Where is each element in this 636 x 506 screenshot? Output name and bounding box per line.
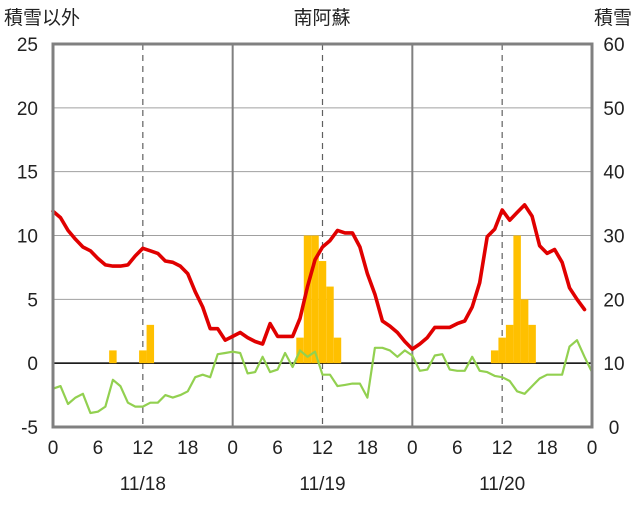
plot-frame <box>51 42 594 429</box>
precipitation-bar <box>333 337 342 364</box>
right-axis-label: 積雪 <box>594 7 632 29</box>
precipitation-bar <box>311 235 319 364</box>
right-tick-label: 10 <box>603 354 624 375</box>
date-label: 11/19 <box>299 474 345 495</box>
right-tick-label: 60 <box>603 35 624 56</box>
left-tick-label: -5 <box>21 418 38 439</box>
precipitation-bar <box>498 337 506 364</box>
date-label: 11/18 <box>120 474 166 495</box>
left-tick-label: 25 <box>17 35 38 56</box>
precipitation-bar <box>109 350 117 364</box>
left-tick-label: 5 <box>27 290 38 311</box>
right-tick-label: 20 <box>603 290 624 311</box>
wind-line <box>51 339 594 415</box>
precipitation-bar <box>318 261 327 364</box>
precipitation-bar <box>326 286 334 364</box>
plot-border <box>51 42 594 429</box>
left-tick-label: 20 <box>17 99 38 120</box>
precipitation-bar <box>139 350 147 364</box>
right-tick-label: 40 <box>603 163 624 184</box>
x-tick-label: 6 <box>452 438 463 459</box>
precipitation-bar <box>490 350 499 364</box>
x-tick-label: 0 <box>407 438 418 459</box>
left-axis-label: 積雪以外 <box>4 7 80 29</box>
precipitation-bar <box>513 235 521 364</box>
right-tick-labels: 0 10 20 30 40 50 60 <box>603 35 624 439</box>
x-tick-label: 12 <box>312 438 333 459</box>
precipitation-bar <box>146 324 155 364</box>
left-tick-label: 10 <box>17 227 38 248</box>
left-tick-label: 15 <box>17 163 38 184</box>
precipitation-bar <box>528 324 536 364</box>
x-tick-label: 12 <box>492 438 513 459</box>
gridlines <box>53 44 592 427</box>
left-tick-label: 0 <box>27 354 38 375</box>
date-labels: 11/18 11/19 11/20 <box>120 474 525 495</box>
right-tick-label: 50 <box>603 99 624 120</box>
x-tick-labels: 0 6 12 18 0 6 12 18 0 6 12 18 0 <box>48 438 598 459</box>
x-tick-label: 18 <box>177 438 198 459</box>
x-tick-label: 12 <box>132 438 153 459</box>
right-tick-label: 0 <box>609 418 620 439</box>
date-label: 11/20 <box>479 474 525 495</box>
right-tick-label: 30 <box>603 227 624 248</box>
precipitation-bar <box>303 235 312 364</box>
temperature-line <box>51 203 587 351</box>
chart-title: 南阿蘇 <box>293 7 350 29</box>
x-tick-label: 18 <box>537 438 558 459</box>
precipitation-bar <box>520 299 529 364</box>
x-tick-label: 0 <box>587 438 598 459</box>
precipitation-bar <box>505 324 514 364</box>
left-tick-labels: -5 0 5 10 15 20 25 <box>17 35 38 439</box>
x-tick-label: 6 <box>93 438 104 459</box>
x-tick-label: 0 <box>48 438 59 459</box>
x-tick-label: 6 <box>272 438 283 459</box>
x-tick-label: 18 <box>357 438 378 459</box>
x-tick-label: 0 <box>227 438 238 459</box>
